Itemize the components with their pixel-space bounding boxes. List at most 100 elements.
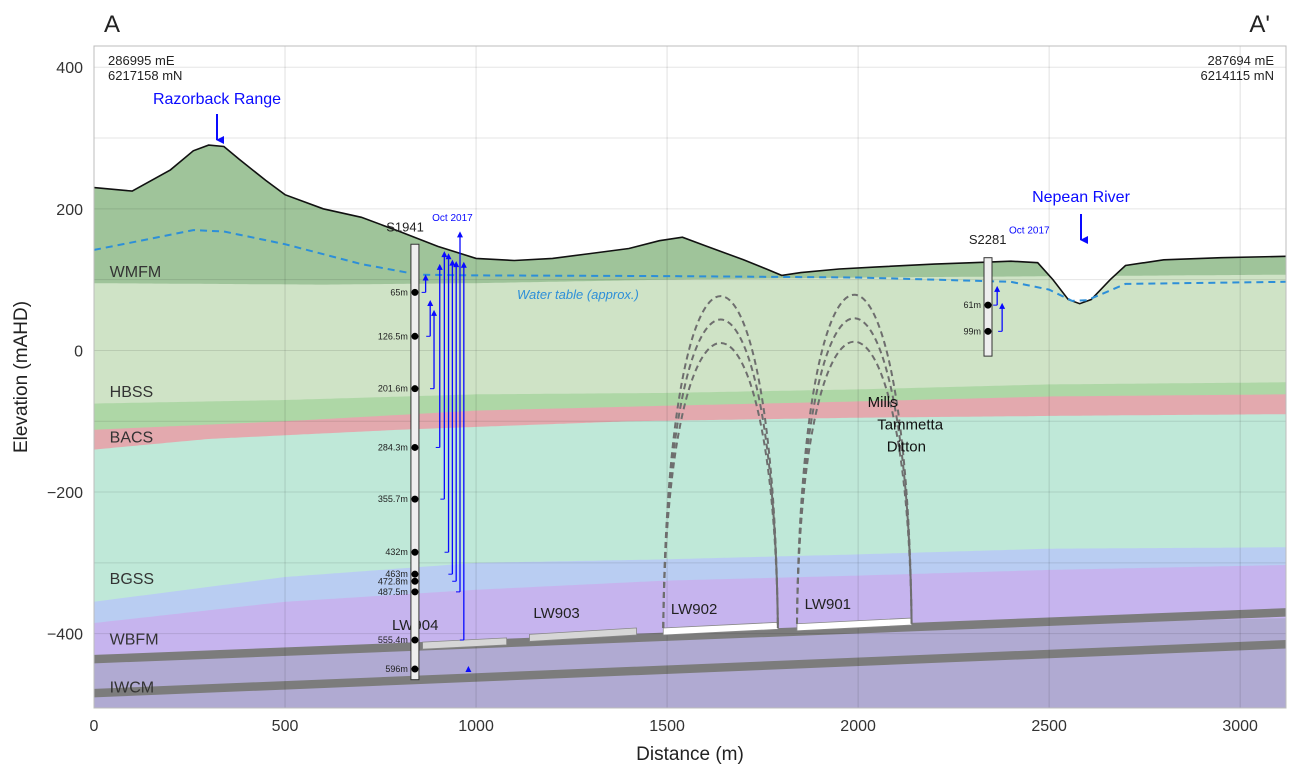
head-marker [422,274,429,281]
fracture-arch-1-2 [662,318,779,629]
piezometer-point [411,588,419,596]
piezometer-depth-label: 99m [963,326,981,336]
longwall-label-lw902: LW902 [671,601,717,618]
piezometer-point [411,288,419,296]
fracture-arch-2-1 [795,293,913,624]
y-axis-title: Elevation (mAHD) [11,301,32,453]
coal-seam-1 [94,608,1286,664]
fracture-arch-1-1 [662,295,779,629]
piezometer-depth-label: 126.5m [378,331,408,341]
start-northing: 6217158 mN [108,68,182,83]
piezometer-depth-label: 65m [390,287,408,297]
razorback-range-label: Razorback Range [153,91,281,108]
section-end-label: A' [1249,11,1270,38]
piezometer-point [411,385,419,393]
bore-date-label: Oct 2017 [432,213,473,224]
piezometer-point [411,665,419,673]
fracture-height-arches: Mills Tammetta Ditton [662,293,944,629]
bore-name-label: S2281 [969,232,1007,247]
piezometer-point [411,570,419,578]
fracture-arch-2-2 [795,317,913,624]
start-easting: 286995 mE [108,53,175,68]
strata-layer [94,145,1286,708]
longwall-panels: LW904LW903LW902LW901 [392,596,912,650]
longwall-label-lw903: LW903 [533,605,579,622]
longwall-label-lw901: LW901 [805,596,851,613]
head-marker [457,231,464,238]
bore-s1941: S1941 Oct 2017 65m 126.5m 201.6m 284.3m 355.7m… [378,213,473,681]
unit-label-bacs: BACS [110,429,154,446]
end-easting: 287694 mE [1208,53,1275,68]
section-start-label: A [104,11,120,38]
x-tick-label: 2500 [1031,718,1067,735]
longwall-panel-lw904 [422,637,508,650]
coal-seams [94,608,1286,698]
head-marker [453,261,460,268]
piezometer-depth-label: 201.6m [378,384,408,394]
piezometer-depth-label: 284.3m [378,442,408,452]
y-tick-label: 0 [74,343,83,360]
x-tick-label: 0 [90,718,99,735]
head-marker [449,259,456,266]
piezometer-point [411,548,419,556]
water-table-line [94,229,1286,302]
longwall-panel-lw901 [796,617,912,632]
head-marker [441,251,448,258]
piezometer-depth-label: 432m [385,547,408,557]
longwall-panel-lw903 [529,627,637,642]
plot-frame [93,45,1287,709]
head-marker [445,253,452,260]
coal-seam-2 [94,640,1286,698]
y-tick-label: 400 [56,60,83,77]
head-marker [436,263,443,270]
unit-label-iwcm: IWCM [110,679,154,696]
fracture-arch-1-3 [662,342,779,629]
x-tick-label: 3000 [1222,718,1258,735]
piezometer-depth-label: 487.5m [378,587,408,597]
piezometer-point [984,301,992,309]
fracture-method-label: Mills [868,394,898,411]
monitoring-bores: S1941 Oct 2017 65m 126.5m 201.6m 284.3m 355.7m… [378,213,1050,681]
unit-labels: WMFM HBSS BACS BGSS WBFM IWCM [110,264,162,697]
x-tick-label: 2000 [840,718,876,735]
x-tick-label: 1500 [649,718,685,735]
head-marker [431,309,438,316]
bore-casing [410,243,420,681]
piezometer-depth-label: 472.8m [378,576,408,586]
x-tick-label: 500 [272,718,299,735]
stratum-iwcm [94,618,1286,708]
longwall-panel-lw902 [662,621,779,636]
piezometer-depth-label: 61m [963,300,981,310]
unit-label-wmfm: WMFM [110,264,162,281]
bore-date-label: Oct 2017 [1009,226,1050,237]
nepean-river-label: Nepean River [1032,189,1131,206]
x-tick-label: 1000 [458,718,494,735]
piezometer-depth-label: 555.4m [378,635,408,645]
piezometer-point [411,577,419,585]
y-tick-label: −200 [47,485,83,502]
piezometer-depth-label: 596m [385,664,408,674]
grid-lines [94,46,1286,708]
head-marker [465,666,472,673]
piezometer-point [411,332,419,340]
head-marker [994,285,1001,292]
piezometer-point [411,636,419,644]
piezometer-depth-label: 463m [385,569,408,579]
end-northing: 6214115 mN [1201,68,1274,83]
bore-name-label: S1941 [386,220,424,235]
y-tick-label: 200 [56,202,83,219]
water-table-label: Water table (approx.) [517,287,639,302]
unit-label-hbss: HBSS [110,384,154,401]
piezometer-point [411,495,419,503]
head-marker [999,302,1006,309]
fracture-method-label: Tammetta [877,417,944,434]
piezometer-depth-label: 355.7m [378,494,408,504]
y-tick-label: −400 [47,627,83,644]
fracture-arch-2-3 [795,340,913,624]
unit-label-wbfm: WBFM [110,631,159,648]
head-marker [460,261,467,268]
piezometer-point [984,327,992,335]
